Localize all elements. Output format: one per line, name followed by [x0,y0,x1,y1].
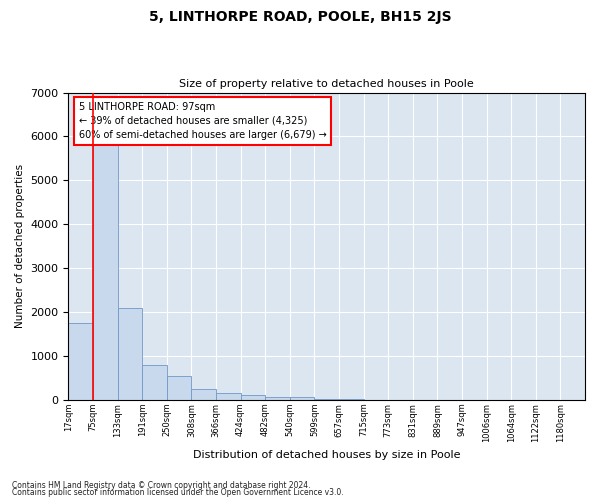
Y-axis label: Number of detached properties: Number of detached properties [15,164,25,328]
X-axis label: Distribution of detached houses by size in Poole: Distribution of detached houses by size … [193,450,460,460]
Bar [290,398,314,400]
Text: 5, LINTHORPE ROAD, POOLE, BH15 2JS: 5, LINTHORPE ROAD, POOLE, BH15 2JS [149,10,451,24]
Title: Size of property relative to detached houses in Poole: Size of property relative to detached ho… [179,79,474,89]
Bar [68,323,93,400]
Bar [241,396,265,400]
Bar [191,389,216,400]
Bar [93,132,118,400]
Text: Contains public sector information licensed under the Open Government Licence v3: Contains public sector information licen… [12,488,344,497]
Bar [314,398,339,400]
Bar [118,308,142,400]
Text: Contains HM Land Registry data © Crown copyright and database right 2024.: Contains HM Land Registry data © Crown c… [12,480,311,490]
Bar [167,376,191,400]
Text: 5 LINTHORPE ROAD: 97sqm
← 39% of detached houses are smaller (4,325)
60% of semi: 5 LINTHORPE ROAD: 97sqm ← 39% of detache… [79,102,326,140]
Bar [265,396,290,400]
Bar [142,365,167,400]
Bar [216,394,241,400]
